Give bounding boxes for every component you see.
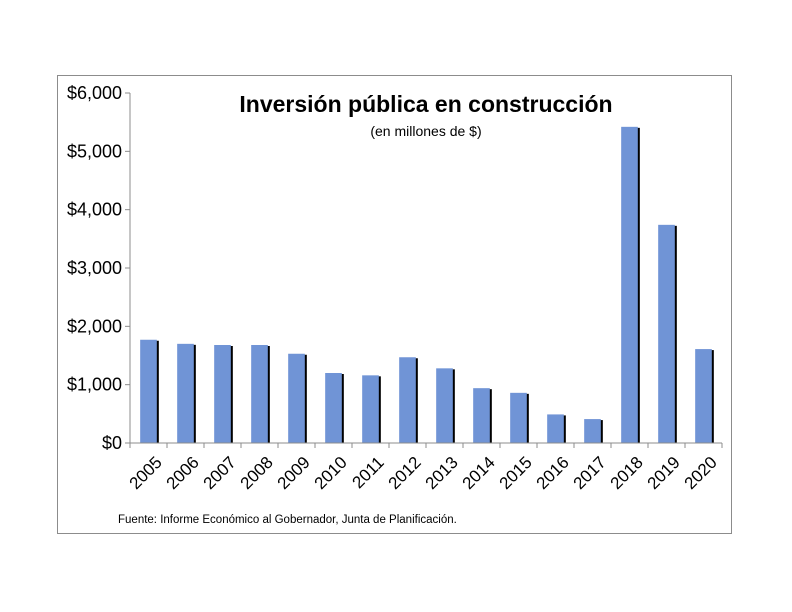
bar-2015 — [510, 392, 527, 443]
x-tick-label: 2014 — [459, 453, 499, 493]
x-tick-label: 2018 — [607, 453, 647, 493]
bar-2020 — [695, 349, 712, 443]
bar-2011 — [362, 375, 379, 443]
x-tick-label: 2020 — [681, 453, 721, 493]
x-tick-label: 2010 — [311, 453, 351, 493]
x-tick-label: 2013 — [422, 453, 462, 493]
bar-2018 — [621, 126, 638, 443]
chart-frame — [57, 75, 732, 534]
y-tick-label: $0 — [102, 433, 122, 453]
x-tick-label: 2012 — [385, 453, 425, 493]
x-tick-label: 2009 — [274, 453, 314, 493]
bar-2013 — [436, 368, 453, 443]
chart-title: Inversión pública en construcción — [239, 91, 612, 117]
bar-2008 — [251, 345, 268, 443]
bar-2019 — [658, 224, 675, 443]
bar-2005 — [140, 339, 157, 443]
y-tick-label: $5,000 — [67, 141, 122, 161]
y-tick-label: $2,000 — [67, 316, 122, 336]
chart-subtitle: (en millones de $) — [370, 123, 481, 139]
x-tick-label: 2005 — [126, 453, 166, 493]
x-tick-label: 2019 — [644, 453, 684, 493]
y-tick-label: $3,000 — [67, 258, 122, 278]
x-axis: 2005200620072008200920102011201220132014… — [126, 442, 723, 493]
x-tick-label: 2017 — [570, 453, 610, 493]
bar-2017 — [584, 419, 601, 443]
x-tick-label: 2006 — [163, 453, 203, 493]
y-axis: $0 $1,000 $2,000 $3,000 $4,000 $5,000 $6,000 — [67, 83, 131, 453]
bar-2007 — [214, 345, 231, 443]
bar-2006 — [177, 343, 194, 443]
bar-2012 — [399, 357, 416, 443]
bar-2016 — [547, 414, 564, 443]
bar-2010 — [325, 373, 342, 443]
y-tick-label: $4,000 — [67, 200, 122, 220]
chart-source: Fuente: Informe Económico al Gobernador,… — [118, 514, 457, 526]
x-tick-label: 2016 — [533, 453, 573, 493]
bars — [140, 126, 714, 443]
x-tick-label: 2011 — [349, 453, 388, 492]
y-tick-label: $1,000 — [67, 375, 122, 395]
y-tick-label: $6,000 — [67, 83, 122, 103]
x-tick-label: 2015 — [496, 453, 536, 493]
x-tick-label: 2008 — [237, 453, 277, 493]
bar-2014 — [473, 388, 490, 443]
bar-2009 — [288, 353, 305, 443]
x-tick-label: 2007 — [200, 453, 240, 493]
